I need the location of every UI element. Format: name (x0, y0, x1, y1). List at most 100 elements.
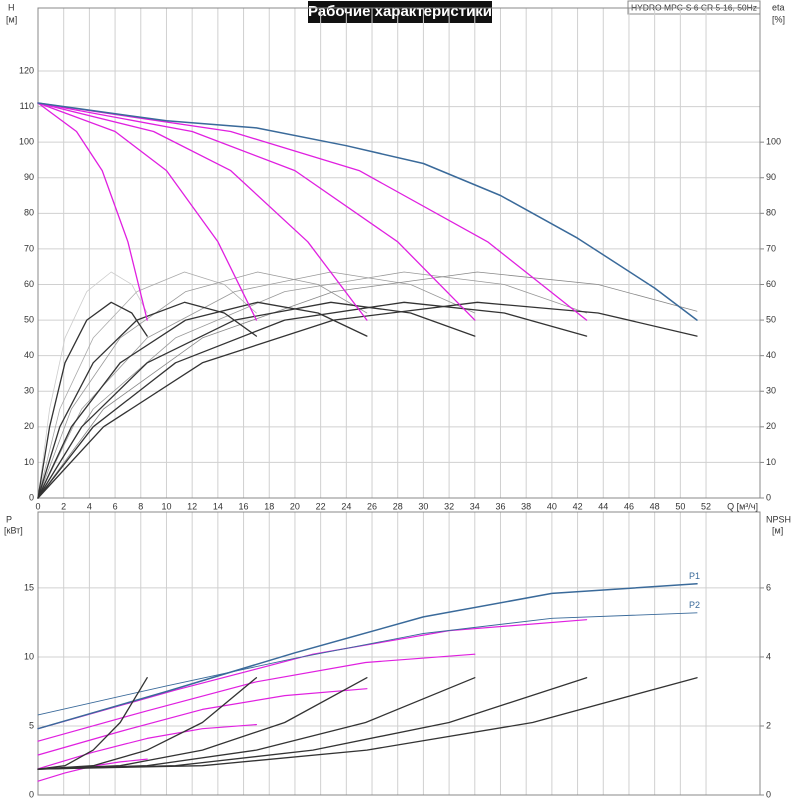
curve (37, 758, 148, 782)
y-tick-label: 60 (24, 279, 34, 289)
y2-tick-label: 20 (766, 421, 776, 431)
y2-tick-label: 100 (766, 137, 781, 147)
x-tick-label: 30 (418, 501, 428, 511)
y-unit: [м] (6, 14, 17, 24)
y2-tick-label: 0 (766, 492, 771, 502)
y-tick-label: 10 (24, 457, 34, 467)
curve (37, 724, 257, 770)
x-tick-label: 40 (547, 501, 557, 511)
curve (37, 677, 698, 770)
curve (37, 677, 258, 770)
y2-tick-label: 40 (766, 350, 776, 360)
y2-tick-label: 10 (766, 457, 776, 467)
curve (37, 102, 588, 321)
y-label: P (6, 514, 12, 524)
x-tick-label: 6 (113, 501, 118, 511)
curve (37, 102, 476, 321)
curve (37, 271, 698, 499)
y-tick-label: 80 (24, 208, 34, 218)
x-tick-label: 18 (264, 501, 274, 511)
y-unit: [кВт] (4, 525, 23, 535)
y2-tick-label: 60 (766, 279, 776, 289)
curve (37, 688, 368, 756)
y-tick-label: 5 (29, 720, 34, 730)
y2-tick-label: 30 (766, 386, 776, 396)
curve (37, 271, 257, 499)
y-tick-label: 30 (24, 386, 34, 396)
x-tick-label: 34 (470, 501, 480, 511)
curve (37, 301, 588, 499)
y-tick-label: 90 (24, 172, 34, 182)
x-tick-label: 12 (187, 501, 197, 511)
curve (37, 583, 698, 730)
chart-title: Рабочие характеристики (308, 3, 492, 20)
curve (37, 102, 368, 321)
curve (37, 301, 368, 499)
y2-tick-label: 90 (766, 172, 776, 182)
series-label: P2 (689, 600, 700, 610)
y2-tick-label: 70 (766, 243, 776, 253)
y-tick-label: 110 (20, 101, 34, 111)
x-tick-label: 36 (495, 501, 505, 511)
title-box (308, 1, 492, 23)
x-tick-label: 8 (138, 501, 143, 511)
y2-tick-label: 0 (766, 789, 771, 799)
y2-unit: [%] (772, 14, 785, 24)
curve (37, 301, 148, 499)
y-label: H (8, 2, 15, 12)
x-tick-label: 50 (675, 501, 685, 511)
curve (37, 301, 258, 499)
y2-tick-label: 2 (766, 720, 771, 730)
model-label: HYDRO MPC-S 6 CR 5-16, 50Hz (631, 2, 757, 12)
curve (37, 271, 368, 499)
y-tick-label: 40 (24, 350, 34, 360)
series-label: P1 (689, 571, 700, 581)
y-tick-label: 0 (29, 492, 34, 502)
y2-tick-label: 50 (766, 314, 776, 324)
x-tick-label: 22 (316, 501, 326, 511)
y2-label: eta (772, 2, 785, 12)
curve (37, 619, 588, 730)
x-tick-label: 38 (521, 501, 531, 511)
x-tick-label: 10 (161, 501, 171, 511)
curve (37, 301, 698, 499)
y-tick-label: 20 (24, 421, 34, 431)
curve (37, 677, 148, 770)
curve (37, 102, 698, 321)
x-tick-label: 16 (239, 501, 249, 511)
y2-tick-label: 4 (766, 651, 771, 661)
curve (37, 653, 476, 742)
x-tick-label: 0 (35, 501, 40, 511)
y2-unit: [м] (772, 525, 783, 535)
x-label: Q [м³/ч] (727, 501, 758, 511)
x-tick-label: 52 (701, 501, 711, 511)
y-tick-label: 120 (19, 65, 34, 75)
y2-tick-label: 80 (766, 208, 776, 218)
x-tick-label: 14 (213, 501, 223, 511)
y2-label: NPSH (766, 514, 791, 524)
curve (37, 301, 476, 499)
x-tick-label: 48 (650, 501, 660, 511)
y-tick-label: 100 (19, 137, 34, 147)
x-tick-label: 28 (393, 501, 403, 511)
x-tick-label: 26 (367, 501, 377, 511)
plot-frame (37, 511, 761, 796)
curve (37, 271, 148, 499)
y-tick-label: 0 (29, 789, 34, 799)
x-tick-label: 46 (624, 501, 634, 511)
x-tick-label: 32 (444, 501, 454, 511)
y-tick-label: 15 (24, 582, 34, 592)
plot-frame (37, 7, 761, 499)
y-tick-label: 10 (24, 651, 34, 661)
curve (37, 271, 587, 499)
x-tick-label: 4 (87, 501, 92, 511)
y-tick-label: 70 (24, 243, 34, 253)
x-tick-label: 20 (290, 501, 300, 511)
y2-tick-label: 6 (766, 582, 771, 592)
curve (37, 271, 476, 499)
curve (37, 102, 148, 321)
y-tick-label: 50 (24, 314, 34, 324)
curve (37, 102, 258, 321)
curve (37, 612, 698, 716)
